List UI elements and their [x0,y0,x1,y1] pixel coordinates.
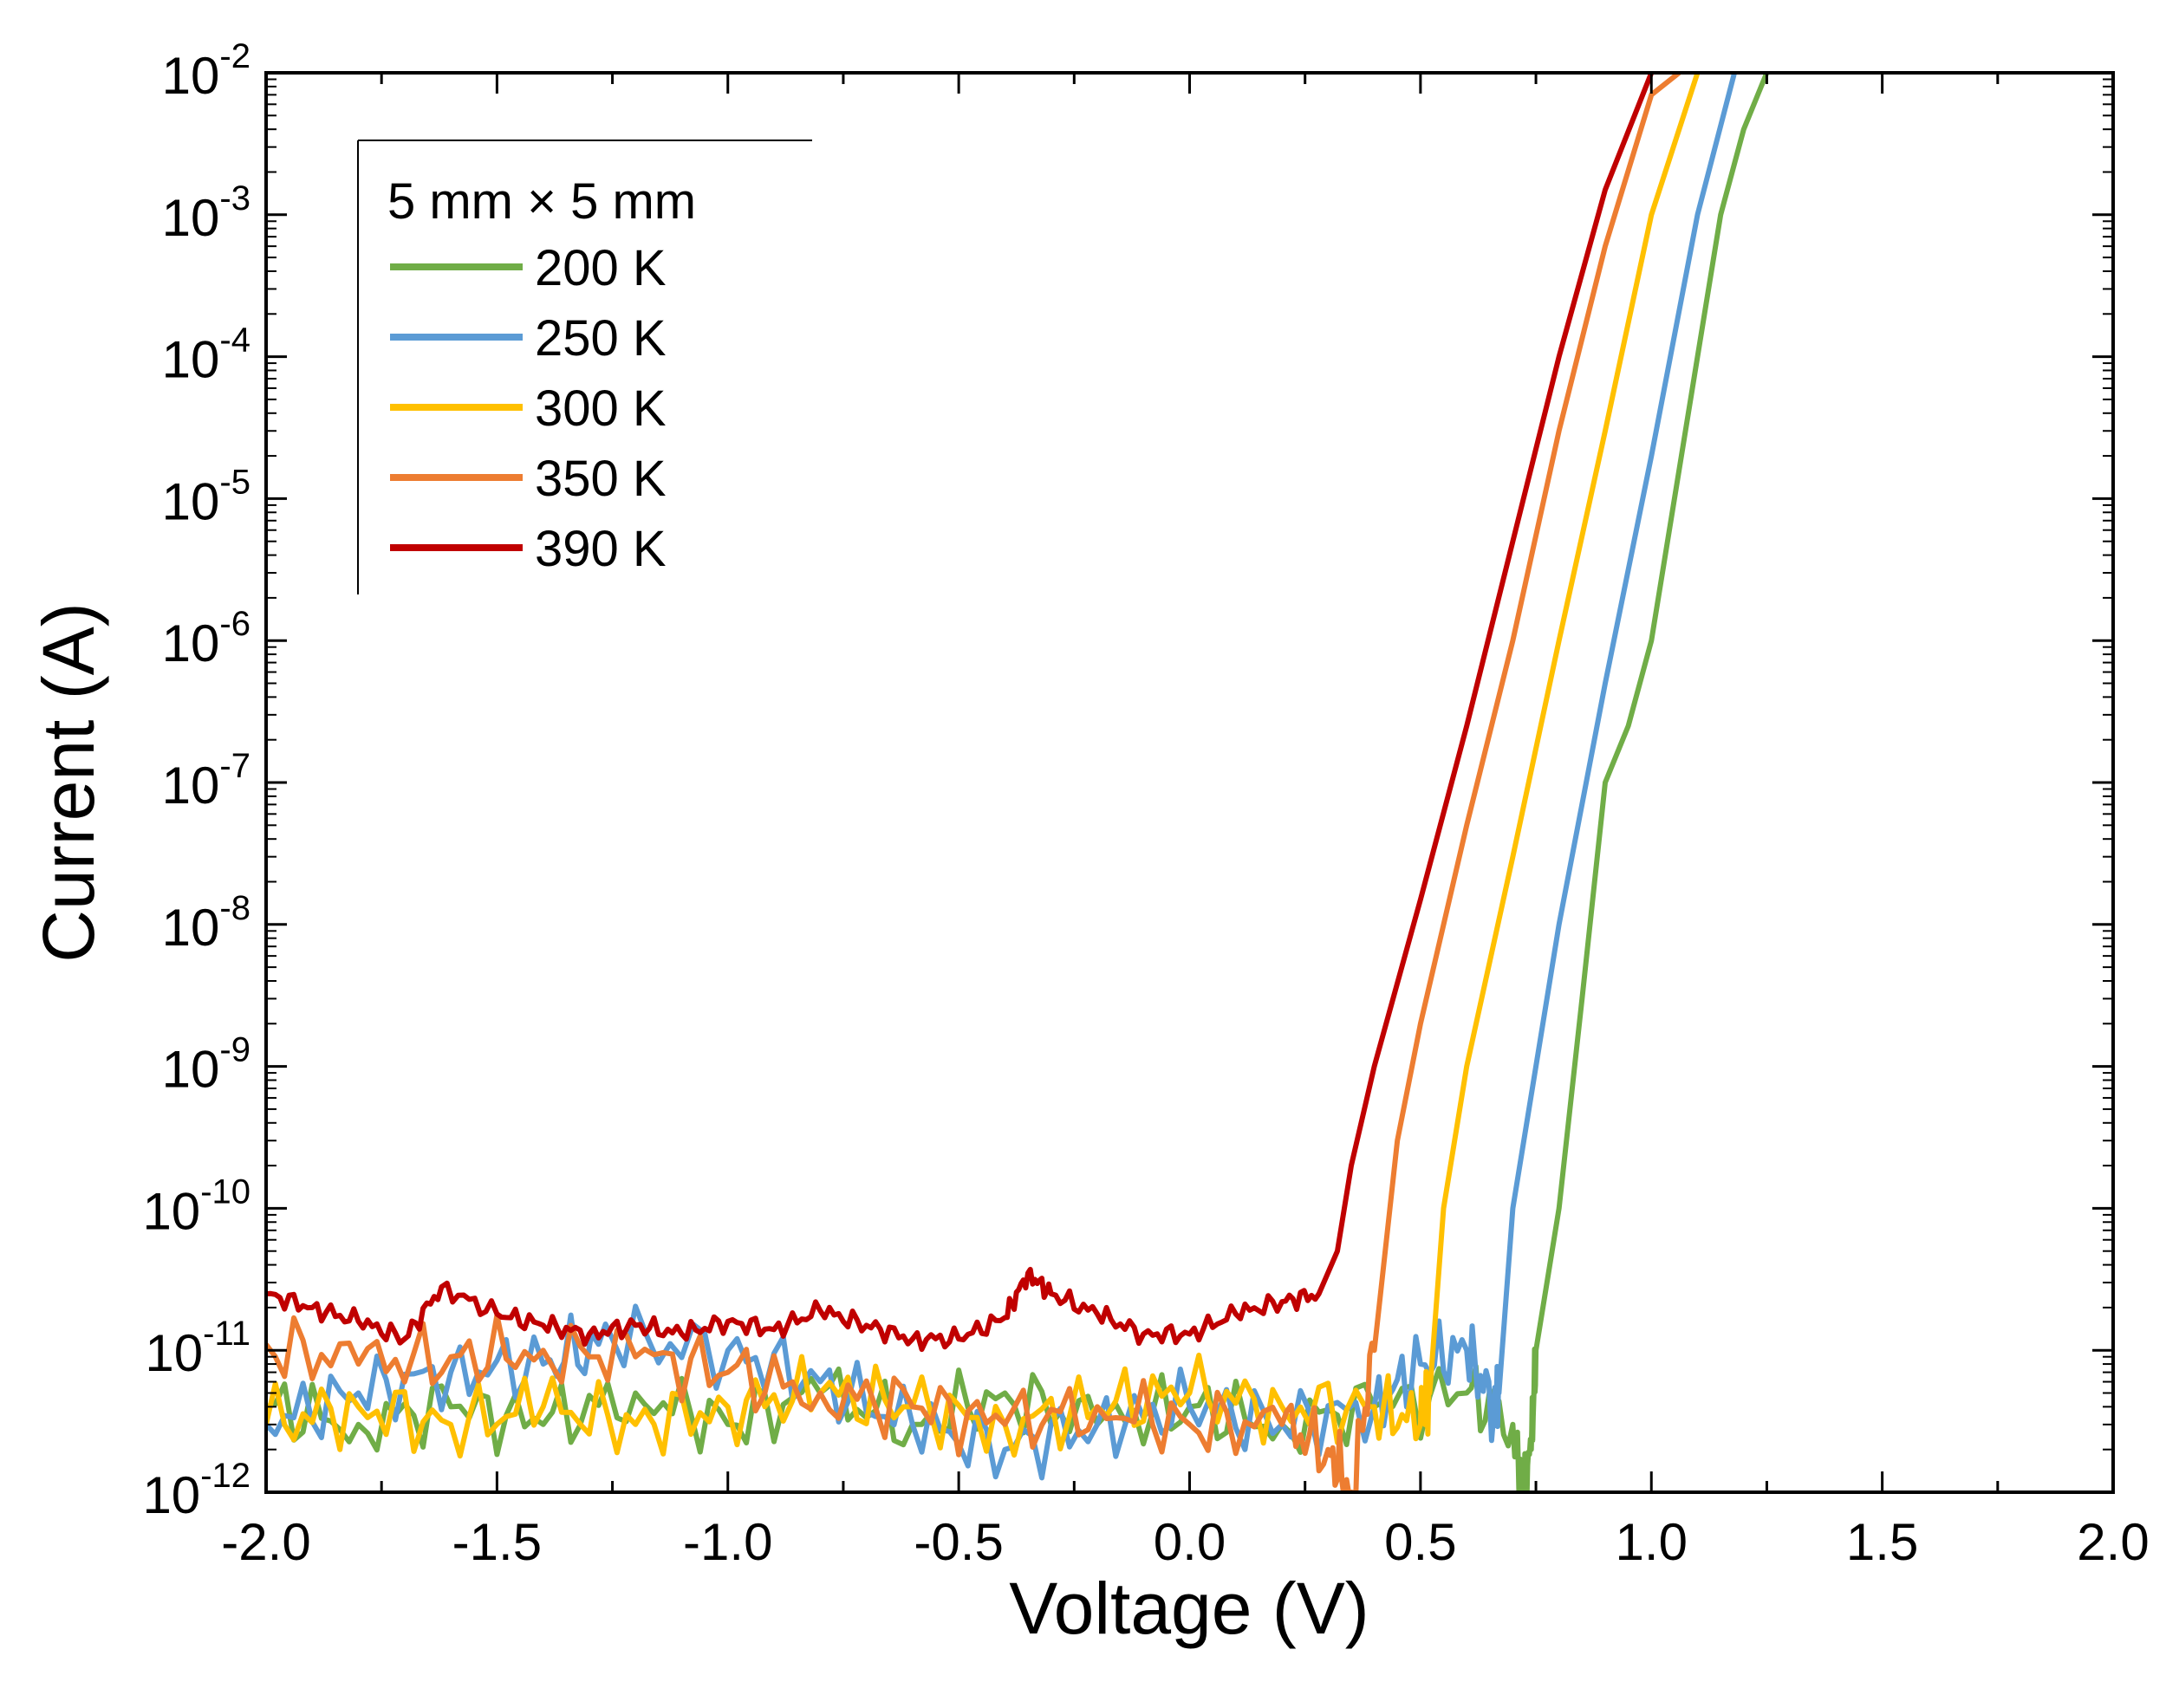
x-tick-label: -0.5 [914,1513,1003,1571]
legend-label: 390 K [535,521,667,577]
x-tick-label: -1.0 [683,1513,772,1571]
series-line-390k [266,73,1655,1353]
y-tick-label: 10-12 [142,1457,250,1524]
legend-label: 350 K [535,451,667,507]
y-tick-label: 10-7 [162,747,250,815]
x-tick-label: 1.0 [1616,1513,1688,1571]
series-line-350k [266,73,1681,1492]
legend-label: 300 K [535,380,667,437]
x-tick-label: 0.0 [1154,1513,1226,1571]
y-tick-label: 10-10 [142,1172,250,1240]
series-layer [266,73,1770,1492]
legend-entries: 200 K 250 K 300 K 350 K 390 K [390,240,667,577]
y-tick-label: 10-6 [162,605,250,672]
y-axis-ticks: 10-12 10-11 10-10 10-9 10-8 10-7 10-6 10-5 10-4 1… [142,37,2113,1524]
legend-title: 5 mm × 5 mm [387,173,696,230]
x-tick-label: 1.5 [1846,1513,1918,1571]
y-tick-label: 10-9 [162,1031,250,1099]
legend-label: 250 K [535,310,667,367]
legend: 5 mm × 5 mm 200 K 250 K 300 K 350 K 390 K [357,140,812,594]
y-tick-label: 10-11 [145,1315,250,1382]
y-tick-label: 10-5 [162,463,250,530]
x-tick-label: -2.0 [221,1513,310,1571]
x-axis-ticks: -2.0 -1.5 -1.0 -0.5 0.0 0.5 1.0 1.5 2.0 [221,73,2150,1571]
y-tick-label: 10-4 [162,321,250,389]
y-tick-label: 10-2 [162,37,250,105]
x-tick-label: -1.5 [452,1513,542,1571]
y-tick-label: 10-3 [162,179,250,247]
series-line-300k [266,73,1701,1459]
legend-label: 200 K [535,240,667,296]
y-tick-label: 10-8 [162,889,250,957]
x-axis-title: Voltage (V) [1009,1568,1369,1649]
y-axis-title: Current (A) [28,602,109,962]
x-tick-label: 0.5 [1384,1513,1456,1571]
x-tick-label: 2.0 [2077,1513,2149,1571]
